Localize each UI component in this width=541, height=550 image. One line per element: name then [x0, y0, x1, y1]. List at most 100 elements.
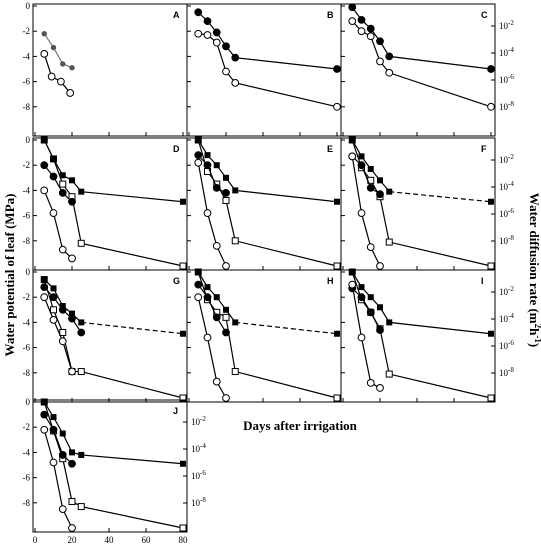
log-base: 10 — [499, 48, 509, 58]
y-tick-label: -6 — [23, 77, 31, 87]
marker-filled-square — [195, 137, 202, 143]
marker-open-circle — [194, 29, 203, 38]
marker-gray-dot — [41, 31, 47, 37]
marker-filled-square — [488, 330, 494, 337]
marker-filled-square — [367, 165, 374, 172]
panel-label-i: I — [481, 276, 484, 286]
marker-filled-circle — [40, 161, 49, 170]
panels-layer: 0-2-4-6-8A B10-210-410-610-8C0-2-4-6-8D E1… — [23, 1, 515, 545]
marker-open-circle — [366, 243, 375, 252]
y-tick-label: 0 — [26, 1, 31, 11]
log-base: 10 — [191, 444, 201, 454]
x-axis-title: Days after irrigation — [243, 418, 358, 433]
marker-open-circle — [68, 254, 76, 263]
marker-filled-circle — [357, 161, 366, 170]
marker-filled-circle — [357, 293, 366, 302]
y-tick-label: -2 — [23, 160, 31, 170]
marker-open-circle — [203, 31, 212, 39]
marker-filled-circle — [357, 15, 366, 24]
marker-open-circle — [357, 209, 366, 217]
marker-open-circle — [40, 49, 49, 58]
right-log-tick-label: 10-2 — [499, 153, 514, 165]
series-line-dashed-1 — [235, 321, 338, 335]
panel-label-h: H — [327, 276, 334, 286]
marker-filled-square — [386, 188, 393, 195]
marker-open-square — [77, 503, 85, 511]
marker-filled-square — [349, 269, 356, 275]
right-log-tick-label: 10-6 — [499, 207, 514, 219]
right-log-tick-label: 10-6 — [499, 339, 514, 351]
marker-filled-circle — [203, 17, 212, 26]
y-tick-label: -4 — [23, 51, 31, 61]
y-tick-label: -8 — [23, 236, 31, 246]
marker-open-circle — [348, 152, 357, 161]
y-tick-label: 0 — [26, 135, 31, 145]
marker-filled-square — [69, 177, 75, 184]
panel-frame — [32, 399, 188, 533]
right-log-tick-label: 10-2 — [191, 415, 206, 427]
marker-filled-square — [358, 284, 365, 291]
right-log-tick-label: 10-8 — [499, 234, 514, 246]
marker-open-square — [59, 328, 67, 336]
y-tick-label: 0 — [26, 267, 31, 277]
log-base: 10 — [499, 287, 509, 297]
marker-open-square — [68, 498, 76, 506]
marker-filled-square — [223, 174, 229, 181]
marker-open-square — [179, 262, 187, 270]
y-axis-title-right-sup2: -1 — [533, 335, 541, 343]
marker-open-circle — [357, 333, 366, 342]
series-line-3 — [351, 284, 381, 389]
marker-filled-circle — [376, 326, 384, 334]
log-exponent: -4 — [508, 46, 514, 54]
panel-label-e: E — [327, 144, 333, 154]
series-line-2 — [197, 154, 227, 194]
marker-filled-circle — [40, 283, 49, 292]
log-exponent: -6 — [200, 469, 206, 477]
marker-filled-square — [232, 319, 239, 326]
marker-filled-circle — [194, 280, 203, 289]
marker-filled-square — [59, 430, 66, 437]
marker-filled-circle — [376, 37, 384, 46]
marker-filled-circle — [40, 410, 49, 419]
marker-filled-circle — [77, 328, 86, 337]
marker-open-circle — [212, 241, 221, 250]
marker-filled-circle — [366, 24, 375, 33]
series-line-2 — [43, 164, 73, 203]
marker-filled-square — [50, 285, 57, 292]
right-log-tick-label: 10-2 — [499, 19, 514, 31]
series-line-3 — [43, 296, 73, 372]
marker-filled-square — [59, 172, 66, 179]
marker-open-square — [333, 262, 341, 270]
marker-filled-square — [41, 276, 48, 283]
y-tick-label: -6 — [23, 211, 31, 221]
marker-open-square — [487, 394, 495, 402]
y-tick-label: -2 — [23, 292, 31, 302]
log-base: 10 — [499, 75, 509, 85]
marker-open-circle — [348, 280, 357, 289]
series-line-2 — [43, 414, 73, 465]
panel-label-f: F — [481, 144, 487, 154]
marker-filled-circle — [231, 53, 240, 62]
marker-filled-square — [50, 155, 57, 162]
series-line-3 — [197, 297, 227, 399]
marker-filled-circle — [68, 459, 76, 468]
marker-filled-square — [195, 269, 202, 275]
marker-filled-circle — [333, 65, 341, 73]
marker-gray-dot — [69, 65, 75, 71]
marker-filled-circle — [58, 305, 67, 314]
right-log-tick-label: 10-6 — [191, 469, 206, 481]
y-tick-label: -4 — [23, 185, 31, 195]
y-tick-label: -8 — [23, 498, 31, 508]
marker-filled-square — [69, 449, 75, 456]
marker-open-circle — [222, 262, 230, 270]
marker-open-circle — [57, 77, 65, 86]
marker-open-square — [231, 368, 239, 376]
log-base: 10 — [499, 102, 509, 112]
log-base: 10 — [499, 236, 509, 246]
series-line-0 — [43, 279, 184, 399]
y-tick-label: -4 — [23, 447, 31, 457]
marker-open-circle — [212, 38, 221, 47]
x-tick-label: 40 — [105, 535, 115, 545]
marker-filled-circle — [366, 308, 375, 317]
series-line-0 — [43, 33, 73, 69]
